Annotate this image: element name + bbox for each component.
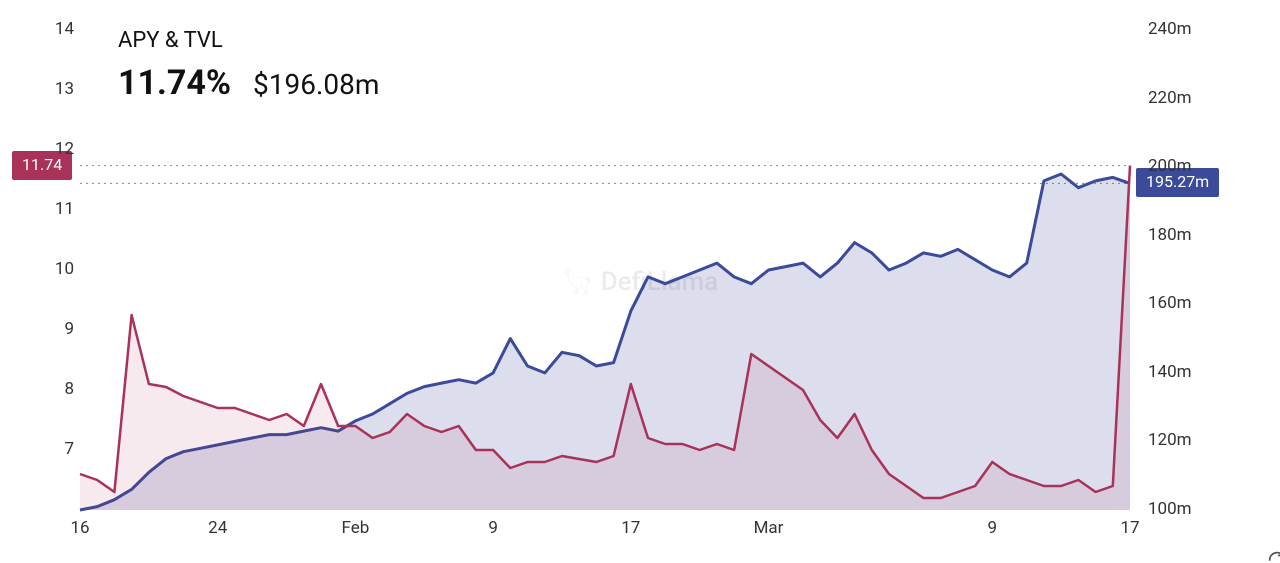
apy-tvl-chart: APY & TVL 11.74% $196.08m 🦙 DefiLlama 11… <box>0 0 1280 563</box>
x-tick: 9 <box>469 520 517 537</box>
y-left-tick: 11 <box>34 201 74 218</box>
y-left-tick: 9 <box>34 321 74 338</box>
y-right-tick: 120m <box>1148 432 1208 449</box>
y-right-tick: 200m <box>1148 158 1208 175</box>
y-right-tick: 180m <box>1148 227 1208 244</box>
y-right-tick: 140m <box>1148 364 1208 381</box>
x-tick: 9 <box>968 520 1016 537</box>
x-tick: 17 <box>607 520 655 537</box>
y-left-tick: 7 <box>34 441 74 458</box>
x-tick: Mar <box>745 520 793 537</box>
chart-canvas <box>0 0 1280 563</box>
y-right-tick: 220m <box>1148 90 1208 107</box>
x-tick: 17 <box>1106 520 1154 537</box>
refresh-icon <box>1266 549 1280 563</box>
y-left-tick: 14 <box>34 21 74 38</box>
y-left-tick: 10 <box>34 261 74 278</box>
x-tick: Feb <box>331 520 379 537</box>
y-right-tick: 160m <box>1148 295 1208 312</box>
y-left-tick: 12 <box>34 141 74 158</box>
y-left-tick: 8 <box>34 381 74 398</box>
y-right-tick: 240m <box>1148 21 1208 38</box>
y-left-tick: 13 <box>34 81 74 98</box>
y-right-tick: 100m <box>1148 501 1208 518</box>
x-tick: 24 <box>194 520 242 537</box>
x-tick: 16 <box>56 520 104 537</box>
